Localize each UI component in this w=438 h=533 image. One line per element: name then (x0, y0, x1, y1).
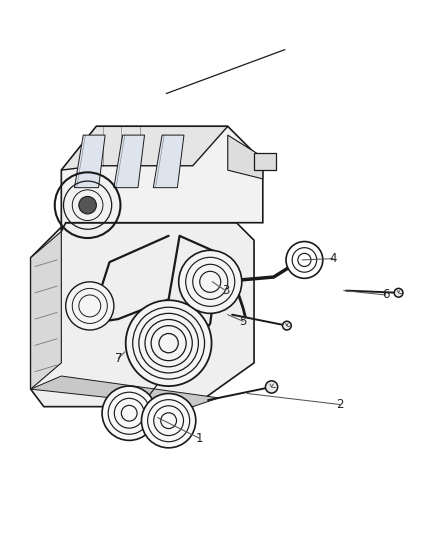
Circle shape (126, 300, 212, 386)
Circle shape (102, 386, 156, 440)
Circle shape (283, 321, 291, 330)
FancyBboxPatch shape (254, 152, 276, 170)
Polygon shape (31, 231, 61, 389)
Text: 3: 3 (222, 284, 229, 297)
Polygon shape (61, 126, 228, 170)
Circle shape (141, 393, 196, 448)
Polygon shape (31, 223, 254, 407)
Text: 1: 1 (195, 432, 203, 445)
Circle shape (286, 241, 323, 278)
Polygon shape (74, 135, 105, 188)
Polygon shape (209, 275, 234, 286)
Text: 2: 2 (336, 398, 343, 411)
Circle shape (265, 381, 278, 393)
Polygon shape (114, 135, 145, 188)
Text: 5: 5 (240, 315, 247, 328)
Text: 4: 4 (329, 252, 337, 265)
Circle shape (179, 251, 242, 313)
Polygon shape (61, 126, 263, 231)
Text: 6: 6 (381, 288, 389, 302)
Circle shape (394, 288, 403, 297)
Polygon shape (31, 376, 219, 407)
Polygon shape (228, 135, 263, 179)
Text: 7: 7 (114, 352, 122, 365)
Polygon shape (153, 135, 184, 188)
Circle shape (66, 282, 114, 330)
Circle shape (79, 197, 96, 214)
